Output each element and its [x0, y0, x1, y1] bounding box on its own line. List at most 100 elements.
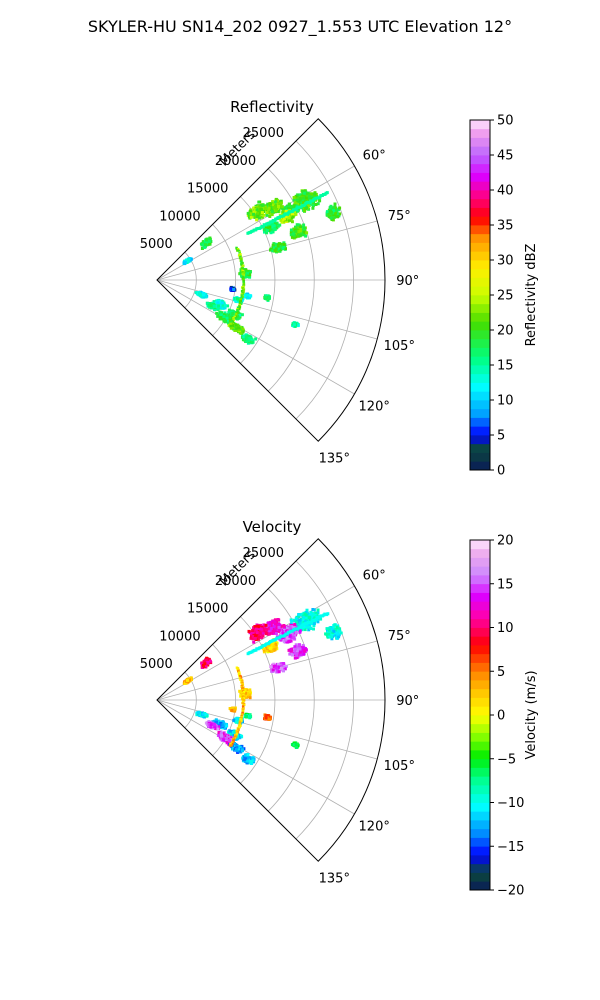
arc-pixel [240, 289, 244, 293]
echo-pixel [296, 202, 300, 206]
echo-pixel [258, 216, 261, 220]
azimuth-gridline [156, 220, 378, 281]
echo-pixel [292, 323, 296, 327]
echo-pixel [305, 231, 309, 235]
line-pixel [271, 219, 275, 222]
echo-pixel [237, 327, 241, 331]
echo-radial-line [246, 191, 329, 235]
echo-pixel [305, 206, 308, 210]
arc-pixel [239, 253, 242, 256]
echo-region [263, 294, 271, 302]
echo-pixel [269, 665, 273, 669]
echo-region [242, 292, 253, 300]
echo-pixel [316, 620, 320, 624]
echo-pixel [270, 213, 274, 217]
echo-pixel [186, 258, 190, 262]
echo-pixel [276, 668, 280, 672]
echo-pixel [237, 316, 241, 320]
echo-pixel [229, 316, 233, 320]
echo-pixel [264, 225, 268, 229]
colorbar-band [470, 225, 490, 235]
echo-pixel [302, 223, 306, 227]
echo-pixel [208, 237, 212, 241]
echo-pixel [234, 323, 238, 327]
reflectivity-title: Reflectivity [230, 98, 314, 116]
echo-pixel [290, 632, 294, 636]
echo-pixel [269, 248, 272, 252]
line-pixel [294, 208, 298, 211]
echo-pixel [203, 243, 207, 247]
echo-pixel [287, 207, 290, 211]
echo-pixel [282, 241, 286, 245]
echo-pixel [338, 212, 342, 216]
echo-region [229, 285, 237, 292]
echo-pixel [305, 625, 309, 629]
echo-pixel [267, 644, 271, 648]
echo-pixel [200, 247, 204, 250]
echo-pixel [267, 228, 271, 232]
colorbar-band [470, 286, 490, 296]
colorbar-band [470, 400, 490, 410]
echo-pixel [244, 335, 248, 339]
echo-region [324, 623, 343, 641]
echo-pixel [202, 241, 206, 245]
echo-pixel [272, 227, 276, 231]
echo-pixel [242, 295, 246, 299]
colorbar-tick-label: 10 [497, 394, 514, 409]
echo-pixel [227, 308, 231, 312]
echo-pixel [288, 652, 292, 656]
echo-pixel [247, 213, 251, 217]
echo-pixel [255, 218, 259, 222]
echo-pixel [241, 338, 245, 342]
echo-pixel [221, 304, 225, 308]
echo-pixel [314, 203, 318, 206]
echo-pixel [337, 635, 341, 639]
echo-region [227, 319, 245, 335]
echo-pixel [222, 315, 226, 318]
echo-pixel [332, 206, 336, 210]
echo-region [263, 197, 284, 218]
echo-pixel [333, 633, 337, 637]
echo-pixel [232, 288, 236, 291]
echo-pixel [183, 260, 187, 264]
echo-pixel [261, 634, 265, 638]
echo-region [269, 662, 288, 674]
echo-pixel [252, 640, 256, 644]
velocity-title: Velocity [243, 518, 302, 536]
echo-pixel [205, 237, 209, 241]
echo-region [325, 202, 342, 222]
echo-pixel [307, 628, 311, 632]
echo-pixel [291, 215, 295, 219]
echo-pixel [319, 617, 323, 621]
echo-pixel [254, 625, 258, 629]
arc-pixel [241, 271, 244, 274]
line-pixel [261, 224, 265, 228]
echo-pixel [202, 293, 206, 297]
echo-pixel [251, 630, 255, 634]
echo-pixel [300, 649, 304, 653]
echo-pixel [254, 210, 258, 214]
colorbar-band [470, 417, 490, 427]
echo-pixel [288, 634, 292, 638]
echo-pixel [202, 292, 205, 295]
echo-pixel [204, 241, 208, 245]
echo-pixel [307, 623, 311, 627]
colorbar-tick-label: 40 [497, 184, 514, 199]
echo-pixel [303, 226, 306, 230]
echo-arc [228, 246, 246, 328]
echo-pixel [270, 643, 274, 647]
echo-pixel [274, 247, 278, 251]
colorbar-band [470, 365, 490, 375]
echo-pixel [304, 192, 308, 196]
echo-pixel [264, 623, 268, 627]
azimuth-gridline [156, 279, 355, 395]
echo-pixel [280, 664, 284, 668]
echo-pixel [276, 665, 280, 669]
echo-pixel [294, 643, 298, 647]
echo-pixel [303, 209, 307, 212]
echo-pixel [297, 199, 301, 203]
echo-pixel [228, 319, 232, 323]
echo-pixel [335, 627, 339, 631]
figure-suptitle: SKYLER-HU SN14_202 0927_1.553 UTC Elevat… [88, 17, 512, 37]
